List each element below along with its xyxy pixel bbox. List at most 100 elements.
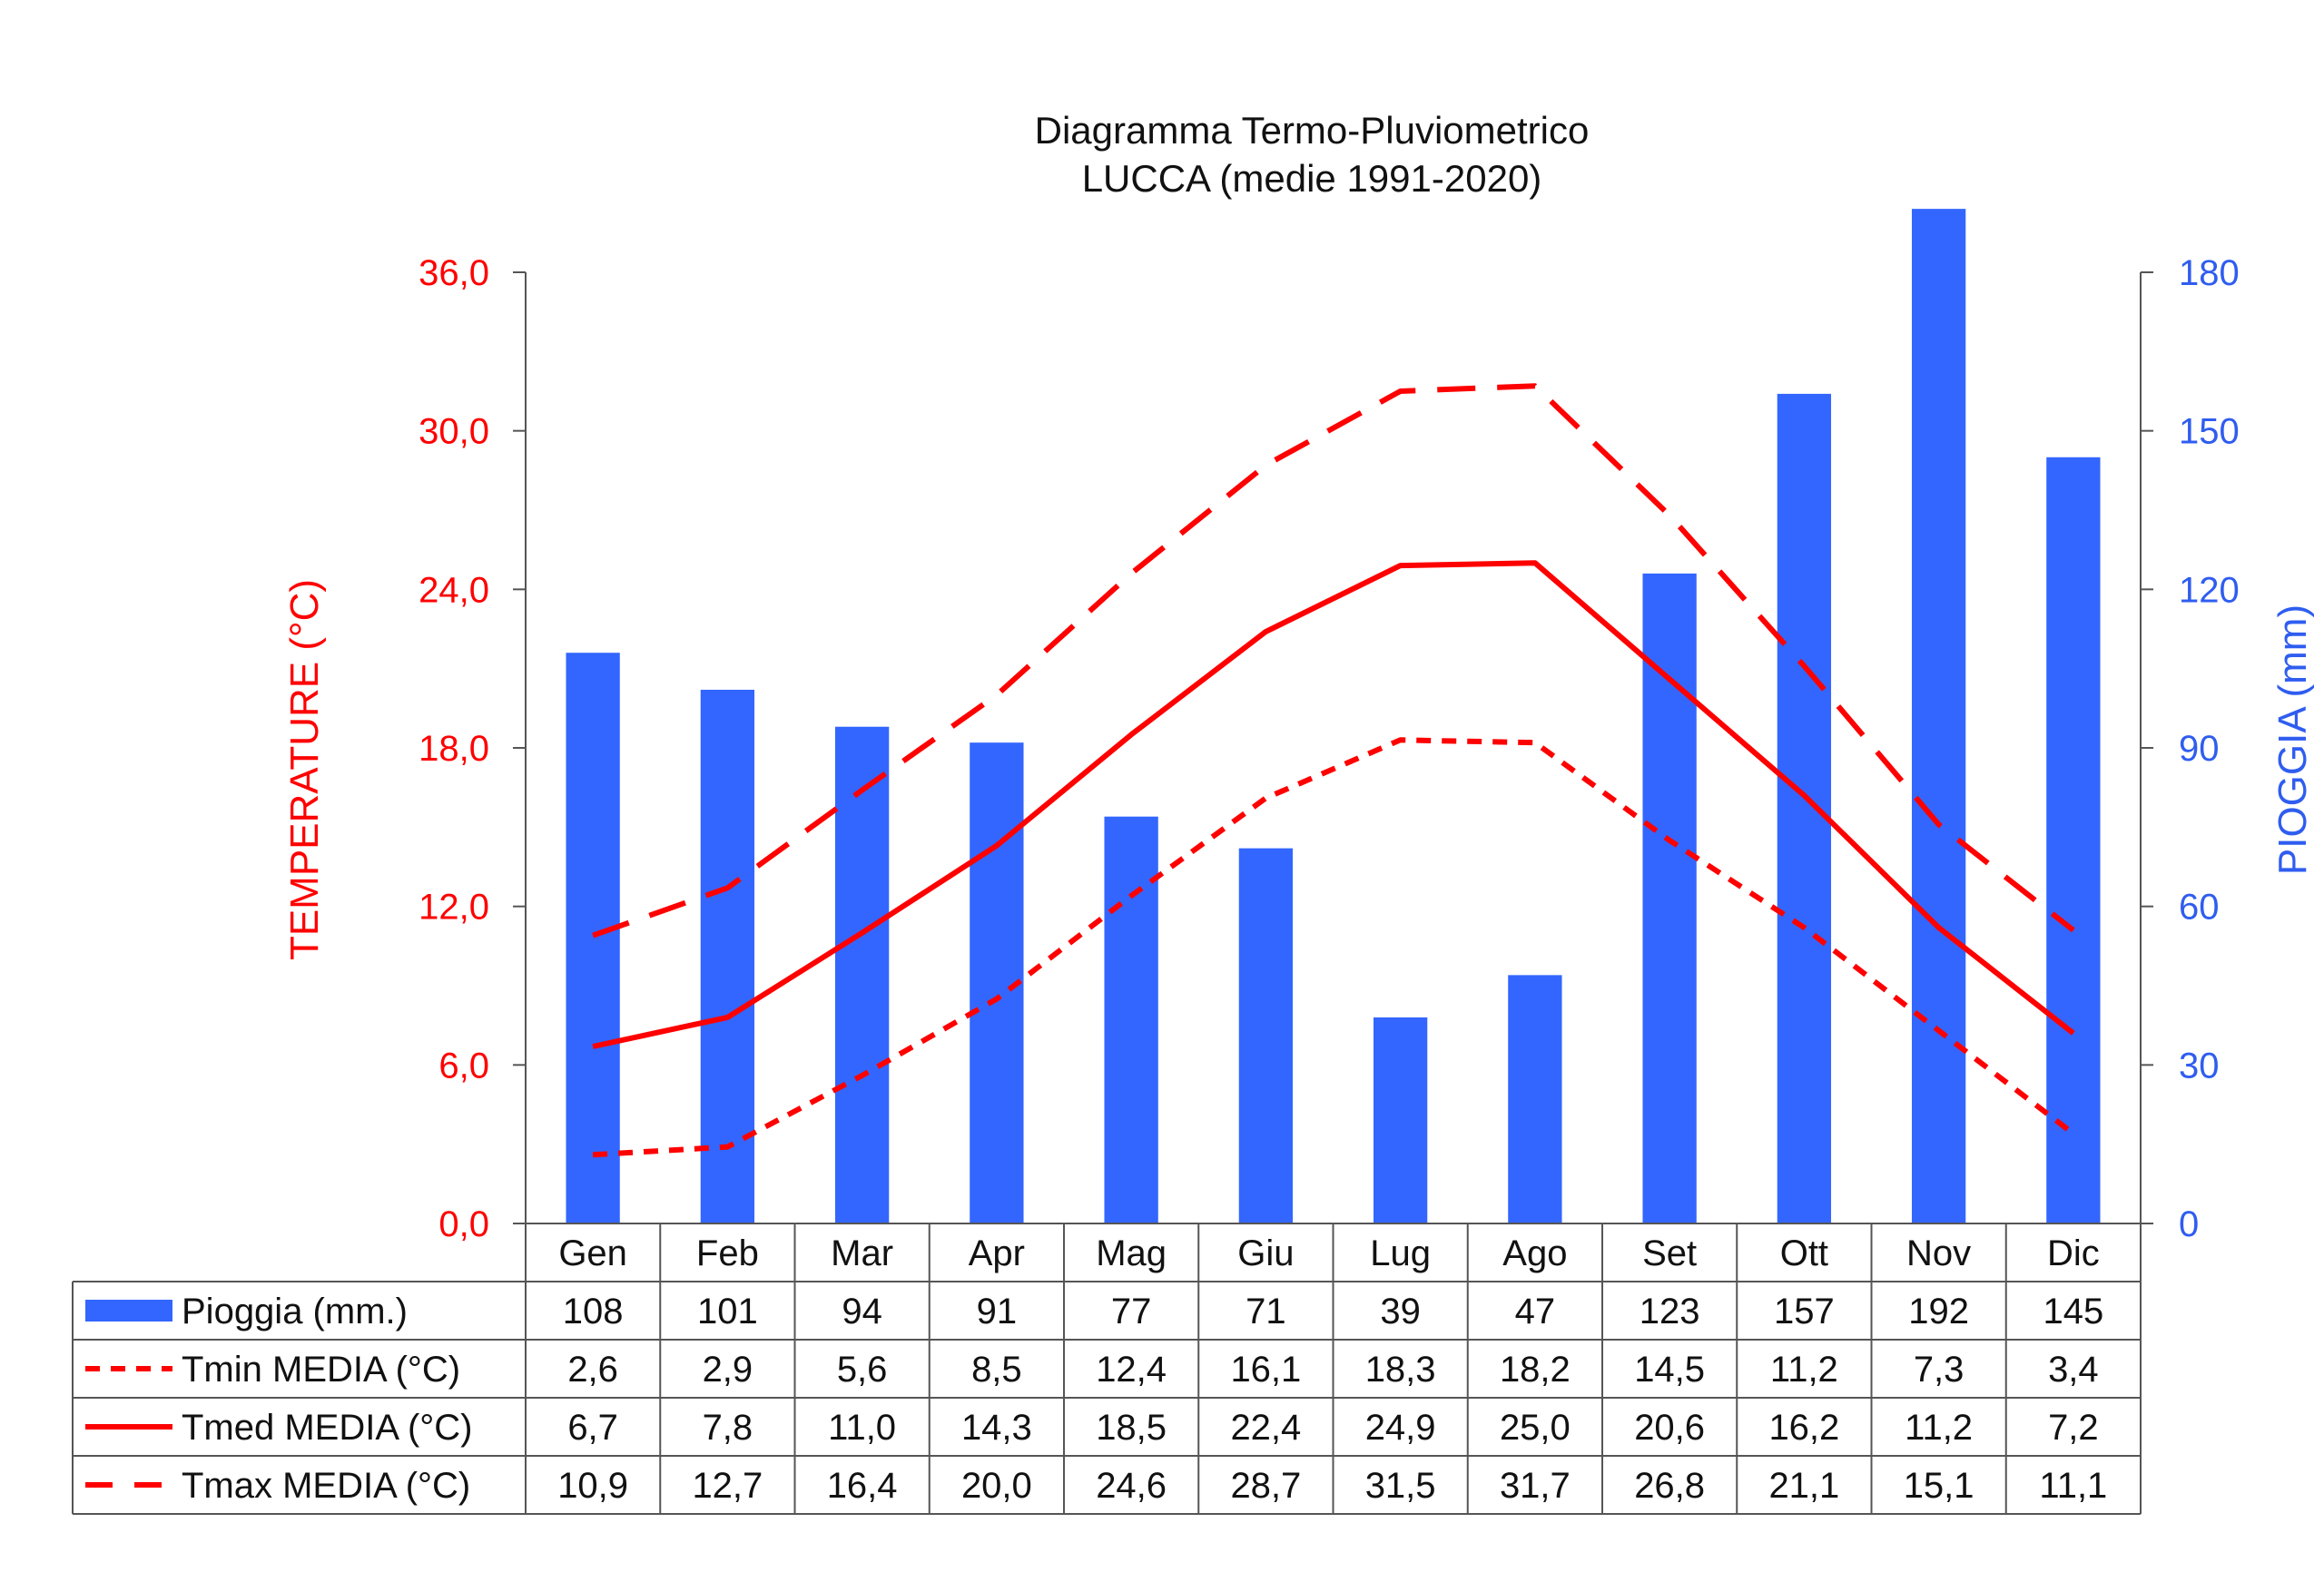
rain-bar (1104, 816, 1158, 1223)
table-cell-value: 7,2 (2048, 1408, 2099, 1448)
table-cell-value: 5,6 (837, 1350, 888, 1390)
category-label: Ott (1780, 1233, 1828, 1273)
category-label: Mag (1096, 1233, 1167, 1273)
y-right-tick-label: 30 (2179, 1046, 2220, 1086)
y-right-tick-label: 180 (2179, 253, 2240, 293)
table-cell-value: 28,7 (1230, 1466, 1301, 1506)
table-cell-value: 2,9 (703, 1350, 753, 1390)
table-row: Pioggia (mm.) 108 101 94 91 77 71 39 47 123 157 192… (85, 1292, 2103, 1331)
rain-bar (566, 653, 620, 1223)
table-cell-value: 14,5 (1634, 1350, 1705, 1390)
table-cell-value: 26,8 (1634, 1466, 1705, 1506)
table-cell-value: 15,1 (1904, 1466, 1974, 1506)
table-row: Tmed MEDIA (°C) 6,7 7,8 11,0 14,3 18,5 22,4 24,… (85, 1408, 2099, 1448)
series-line-tmin (592, 737, 2075, 1158)
category-label: Set (1642, 1233, 1697, 1273)
table-cell-value: 16,4 (827, 1466, 898, 1506)
table-cell-value: 20,6 (1634, 1408, 1705, 1448)
series-line-tmax (592, 383, 2075, 938)
category-label: Gen (558, 1233, 627, 1273)
table-cell-value: 31,5 (1365, 1466, 1436, 1506)
chart-title: Diagramma Termo-Pluviometrico (1035, 109, 1590, 152)
table-cell-value: 16,2 (1768, 1408, 1839, 1448)
y-right-tick-label: 90 (2179, 729, 2220, 769)
table-cell-value: 71 (1246, 1292, 1286, 1331)
table-cell-value: 157 (1774, 1292, 1835, 1331)
table-cell-value: 2,6 (567, 1350, 618, 1390)
y-left-tick-label: 0,0 (438, 1204, 489, 1244)
table-cell-value: 11,0 (828, 1408, 896, 1448)
table-cell-value: 101 (697, 1292, 758, 1331)
table-cell-value: 123 (1640, 1292, 1700, 1331)
temperature-lines (592, 383, 2075, 1158)
table-cell-value: 145 (2043, 1292, 2104, 1331)
table-cell-value: 7,3 (1914, 1350, 1965, 1390)
table-cell-value: 47 (1515, 1292, 1556, 1331)
y-axis-right-title: PIOGGIA (mm) (2270, 604, 2315, 875)
rain-bar (1911, 209, 1966, 1224)
rain-bar (1777, 393, 1832, 1223)
rain-bars (566, 209, 2101, 1224)
y-left-tick-label: 30,0 (419, 412, 489, 452)
table-cell-value: 10,9 (557, 1466, 628, 1506)
table-cell-value: 18,2 (1500, 1350, 1571, 1390)
category-label: Mar (831, 1233, 893, 1273)
table-cell-value: 12,7 (692, 1466, 763, 1506)
rain-bar (834, 726, 890, 1223)
y-right-tick-label: 0 (2179, 1204, 2199, 1244)
rain-bar (1238, 848, 1294, 1223)
table-cell-value: 21,1 (1768, 1466, 1839, 1506)
table-cell-value: 11,1 (2039, 1466, 2107, 1506)
rain-bar (1508, 975, 1562, 1223)
table-cell-value: 3,4 (2048, 1350, 2099, 1390)
table-cell-value: 94 (842, 1292, 882, 1331)
table-cell-value: 25,0 (1500, 1408, 1571, 1448)
table-cell-value: 192 (1908, 1292, 1969, 1331)
table-cell-value: 18,5 (1096, 1408, 1167, 1448)
rain-bar (700, 689, 755, 1223)
y-left-tick-label: 12,0 (419, 888, 489, 928)
rain-bar (1642, 573, 1697, 1223)
table-cell-value: 20,0 (961, 1466, 1032, 1506)
legend-label: Tmed MEDIA (°C) (182, 1408, 472, 1448)
table-cell-value: 77 (1111, 1292, 1152, 1331)
table-cell-value: 18,3 (1365, 1350, 1436, 1390)
table-cell-value: 39 (1380, 1292, 1421, 1331)
table-cell-value: 22,4 (1230, 1408, 1301, 1448)
data-table: Gen Feb Mar Apr Mag Giu Lug Ago Set Ott Nov Dic Piog… (72, 1223, 2142, 1515)
y-left-tick-label: 18,0 (419, 729, 489, 769)
y-axis-left-title: TEMPERATURE (°C) (282, 579, 327, 960)
category-label: Dic (2047, 1233, 2100, 1273)
table-cell-value: 108 (563, 1292, 624, 1331)
legend-label: Tmax MEDIA (°C) (182, 1466, 470, 1506)
table-cell-value: 7,8 (703, 1408, 753, 1448)
table-cell-value: 24,6 (1096, 1466, 1167, 1506)
y-left-tick-label: 36,0 (419, 253, 489, 293)
y-right-tick-label: 150 (2179, 412, 2240, 452)
table-cell-value: 31,7 (1500, 1466, 1571, 1506)
rain-bar (2046, 457, 2101, 1223)
table-cell-value: 14,3 (961, 1408, 1032, 1448)
y-right-tick-label: 120 (2179, 570, 2240, 610)
y-left-tick-label: 6,0 (438, 1046, 489, 1086)
table-cell-value: 12,4 (1096, 1350, 1167, 1390)
axis-ticks: 0,0 6,0 12,0 18,0 24,0 30,0 36,0 0 30 60 90 120 150 1… (419, 253, 2240, 1244)
series-line-tmed (592, 560, 2075, 1049)
chart-subtitle: LUCCA (medie 1991-2020) (1082, 157, 1542, 200)
rain-bar (1373, 1017, 1428, 1223)
legend-label: Tmin MEDIA (°C) (182, 1350, 460, 1390)
table-cell-value: 91 (977, 1292, 1018, 1331)
category-label: Feb (696, 1233, 759, 1273)
category-label: Apr (969, 1233, 1025, 1273)
category-label: Lug (1370, 1233, 1431, 1273)
table-cell-value: 11,2 (1905, 1408, 1973, 1448)
table-cell-value: 11,2 (1770, 1350, 1838, 1390)
table-row: Tmin MEDIA (°C) 2,6 2,9 5,6 8,5 12,4 16,1 18,3 1… (85, 1350, 2099, 1390)
table-cell-value: 8,5 (971, 1350, 1022, 1390)
table-cell-value: 6,7 (567, 1408, 618, 1448)
category-label: Ago (1502, 1233, 1567, 1273)
category-label: Giu (1237, 1233, 1294, 1273)
legend-label: Pioggia (mm.) (182, 1292, 408, 1331)
